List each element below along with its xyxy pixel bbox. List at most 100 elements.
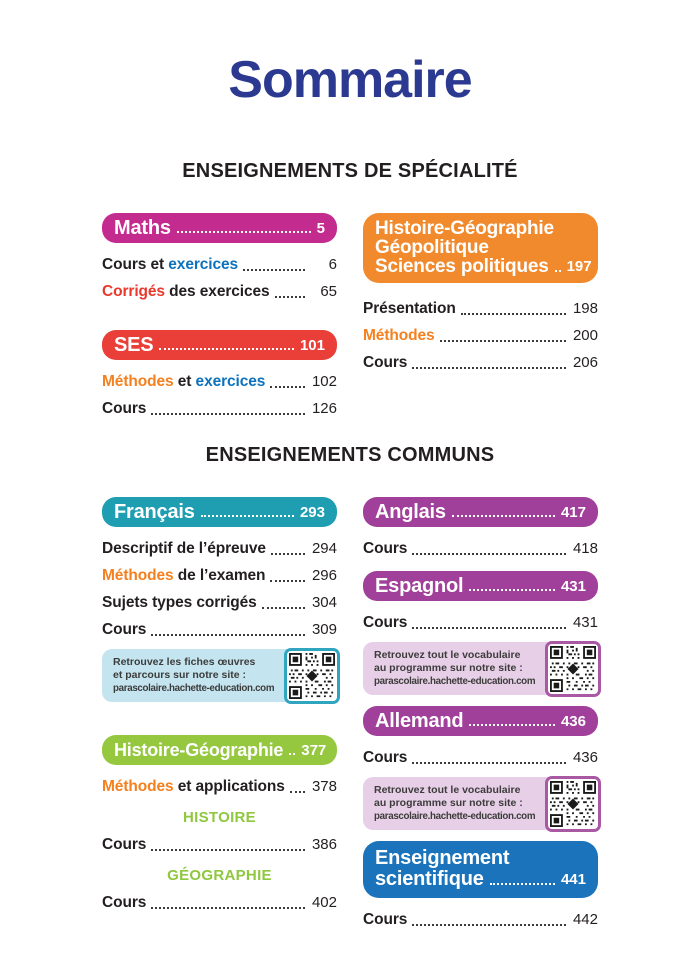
toc-block-anglais: Anglais 417 Cours 418	[363, 497, 598, 562]
callout-url: parascolaire.hachette-education.com	[113, 682, 275, 694]
toc-row-label: Cours	[102, 400, 146, 418]
toc-row-label: Cours	[102, 621, 146, 639]
toc-row-label: Méthodes et exercices	[102, 373, 265, 391]
toc-row: Présentation 198	[363, 295, 598, 322]
page-number: 126	[311, 400, 337, 417]
toc-header-enseignement-scientifique: Enseignement scientifique 441	[363, 841, 598, 898]
toc-rows: Descriptif de l’épreuve 294 Méthodes de …	[102, 535, 337, 643]
toc-rows: Cours 442	[363, 906, 598, 933]
toc-rows: Cours et exercices 6 Corrigés des exerci…	[102, 251, 337, 305]
toc-block-hggsp: Histoire-Géographie Géopolitique Science…	[363, 213, 598, 376]
section-heading-specialite: ENSEIGNEMENTS DE SPÉCIALITÉ	[182, 160, 518, 182]
qr-code-icon	[284, 647, 340, 704]
toc-block-francais: Français 293 Descriptif de l’épreuve 294…	[102, 497, 340, 704]
dot-leader	[270, 552, 305, 555]
label-segment: de l’examen	[173, 566, 266, 584]
label-segment: Cours	[363, 910, 408, 928]
dot-leader	[289, 753, 296, 755]
toc-header-allemand: Allemand 436	[363, 706, 598, 736]
toc-header-label: Allemand	[375, 709, 464, 732]
page-number: 436	[572, 749, 598, 766]
page-number: 206	[572, 354, 598, 371]
toc-row-label: Méthodes et applications	[102, 778, 285, 796]
toc-row: Cours 442	[363, 906, 598, 933]
page-number: 442	[572, 911, 598, 928]
label-segment: Corrigés	[102, 282, 165, 300]
toc-row-label: Cours	[102, 894, 146, 912]
dot-leader	[412, 366, 566, 369]
toc-row: Corrigés des exercices 65	[102, 278, 337, 305]
toc-header-ses: SES 101	[102, 330, 337, 360]
dot-leader	[270, 385, 305, 388]
specialite-columns: Maths 5 Cours et exercices 6 Corrigés de…	[102, 213, 598, 422]
label-segment: et applications	[173, 777, 285, 795]
subheading-geographie: GÉOGRAPHIE	[167, 867, 272, 884]
toc-row: Cours 418	[363, 535, 598, 562]
dot-leader	[489, 882, 555, 885]
toc-row: Cours 126	[102, 395, 337, 422]
info-callout-espagnol: Retrouvez tout le vocabulaire au program…	[363, 640, 601, 697]
toc-block-maths: Maths 5 Cours et exercices 6 Corrigés de…	[102, 213, 337, 305]
toc-row-label: Descriptif de l’épreuve	[102, 540, 266, 558]
toc-row: Cours et exercices 6	[102, 251, 337, 278]
callout-url: parascolaire.hachette-education.com	[374, 810, 536, 822]
info-callout-francais: Retrouvez les fiches œuvres et parcours …	[102, 647, 340, 704]
toc-header-label: Géopolitique	[375, 237, 489, 258]
label-segment: exercices	[168, 255, 239, 273]
label-segment: Descriptif de l’épreuve	[102, 539, 266, 557]
toc-header-label: Sciences politiques	[375, 256, 549, 277]
toc-row-label: Cours	[102, 836, 146, 854]
dot-leader	[469, 589, 555, 591]
toc-row-label: Méthodes de l’examen	[102, 566, 266, 585]
page-number: 378	[311, 778, 337, 795]
label-segment: Cours	[363, 539, 408, 557]
toc-header-label: Histoire-Géographie	[114, 739, 284, 760]
toc-header-label: Anglais	[375, 500, 446, 523]
toc-row: Méthodes et exercices 102	[102, 368, 337, 395]
callout-text: au programme sur notre site :	[374, 797, 523, 809]
label-segment: Méthodes	[102, 566, 174, 584]
toc-row-label: Cours	[363, 749, 407, 767]
dot-leader	[412, 923, 566, 926]
callout-text: Retrouvez tout le vocabulaire	[374, 784, 521, 796]
label-segment: Méthodes	[363, 326, 435, 344]
toc-header-espagnol: Espagnol 431	[363, 571, 598, 601]
dot-leader	[460, 312, 566, 315]
toc-header-maths: Maths 5	[102, 213, 337, 243]
callout-text: Retrouvez les fiches œuvres	[113, 656, 256, 668]
dot-leader	[451, 515, 555, 517]
toc-row-label: Méthodes	[363, 327, 435, 345]
dot-leader	[151, 848, 305, 851]
toc-row: Cours 431	[363, 609, 598, 636]
callout-text: au programme sur notre site :	[374, 662, 523, 674]
page-number: 436	[560, 712, 586, 730]
toc-rows: Méthodes et applications 378 HISTOIRE Co…	[102, 773, 337, 916]
toc-block-allemand: Allemand 436 Cours 436 Retrouvez tout le…	[363, 706, 601, 832]
page-number: 377	[301, 741, 327, 759]
dot-leader	[151, 412, 305, 415]
dot-leader	[439, 339, 566, 342]
toc-block-ses: SES 101 Méthodes et exercices 102 Cours …	[102, 330, 337, 422]
page-number: 431	[560, 577, 586, 595]
dot-leader	[176, 231, 311, 233]
label-segment: Cours	[102, 399, 147, 417]
toc-header-francais: Français 293	[102, 497, 337, 527]
label-segment: Cours	[363, 613, 408, 631]
toc-row-label: Cours	[363, 911, 407, 929]
dot-leader	[289, 790, 305, 793]
dot-leader	[412, 552, 566, 555]
page-number: 386	[311, 836, 337, 853]
page-number: 418	[572, 540, 598, 557]
communs-columns: Français 293 Descriptif de l’épreuve 294…	[102, 497, 601, 933]
dot-leader	[270, 579, 305, 582]
toc-row-label: Corrigés des exercices	[102, 283, 270, 301]
page-number: 102	[311, 373, 337, 390]
subheading-histoire: HISTOIRE	[183, 809, 256, 826]
callout-text: Retrouvez tout le vocabulaire	[374, 649, 521, 661]
page-number: 304	[311, 594, 337, 611]
dot-leader	[412, 761, 566, 764]
dot-leader	[554, 269, 561, 272]
toc-row: Méthodes 200	[363, 322, 598, 349]
toc-row: Descriptif de l’épreuve 294	[102, 535, 337, 562]
